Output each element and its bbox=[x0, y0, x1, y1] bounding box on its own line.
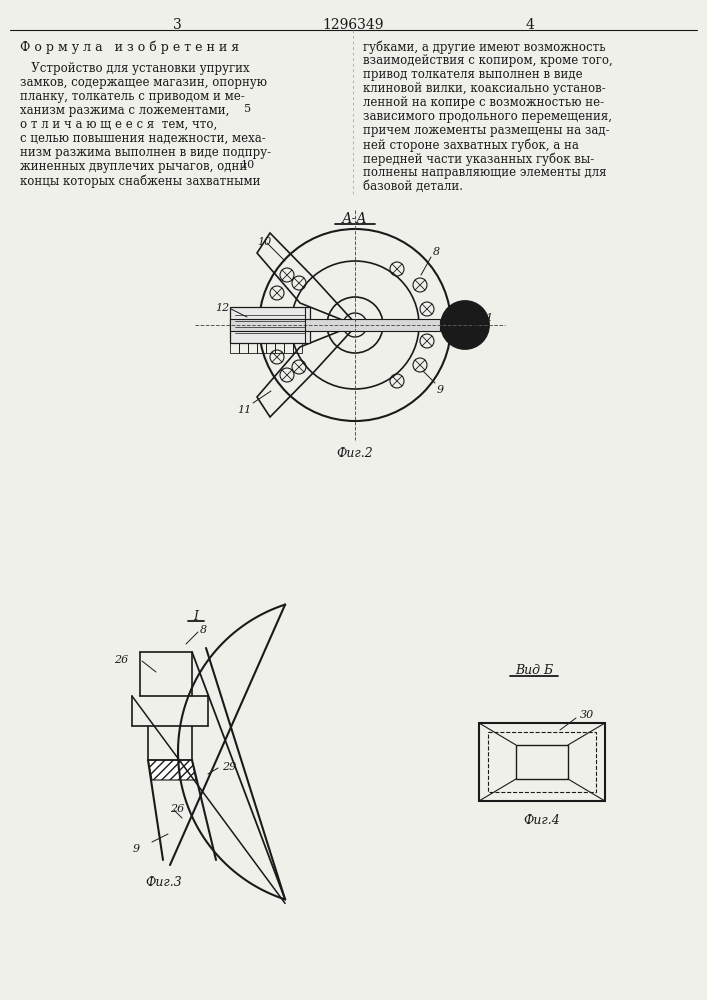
Text: о т л и ч а ю щ е е с я  тем, что,: о т л и ч а ю щ е е с я тем, что, bbox=[20, 118, 217, 131]
Text: 10: 10 bbox=[257, 237, 271, 247]
Text: 10: 10 bbox=[241, 160, 255, 170]
Text: Ф о р м у л а   и з о б р е т е н и я: Ф о р м у л а и з о б р е т е н и я bbox=[20, 40, 239, 53]
Text: 9: 9 bbox=[437, 385, 444, 395]
Text: ленной на копире с возможностью не-: ленной на копире с возможностью не- bbox=[363, 96, 604, 109]
Bar bbox=[257, 343, 266, 353]
Text: 4: 4 bbox=[525, 18, 534, 32]
Text: губками, а другие имеют возможность: губками, а другие имеют возможность bbox=[363, 40, 606, 53]
Text: 8: 8 bbox=[200, 625, 207, 635]
Text: 26: 26 bbox=[114, 655, 128, 665]
Text: ней стороне захватных губок, а на: ней стороне захватных губок, а на bbox=[363, 138, 579, 151]
Bar bbox=[230, 307, 310, 343]
Bar bbox=[516, 745, 568, 779]
Bar bbox=[479, 723, 605, 801]
Text: замков, содержащее магазин, опорную: замков, содержащее магазин, опорную bbox=[20, 76, 267, 89]
Text: причем ложементы размещены на зад-: причем ложементы размещены на зад- bbox=[363, 124, 609, 137]
Text: 9: 9 bbox=[133, 844, 140, 854]
Text: 8: 8 bbox=[433, 247, 440, 257]
Text: 5: 5 bbox=[245, 104, 252, 114]
Bar bbox=[284, 343, 293, 353]
Circle shape bbox=[351, 321, 359, 329]
Text: клиновой вилки, коаксиально установ-: клиновой вилки, коаксиально установ- bbox=[363, 82, 606, 95]
Bar bbox=[266, 343, 275, 353]
Text: ханизм разжима с ложементами,: ханизм разжима с ложементами, bbox=[20, 104, 229, 117]
Text: I: I bbox=[194, 610, 199, 623]
Bar bbox=[239, 343, 248, 353]
Text: 26: 26 bbox=[170, 804, 185, 814]
Text: 1: 1 bbox=[485, 313, 492, 323]
Text: жиненных двуплечих рычагов, одни: жиненных двуплечих рычагов, одни bbox=[20, 160, 247, 173]
Text: Фиг.4: Фиг.4 bbox=[524, 814, 561, 827]
Text: А-А: А-А bbox=[342, 212, 368, 226]
Text: передней части указанных губок вы-: передней части указанных губок вы- bbox=[363, 152, 595, 165]
Text: привод толкателя выполнен в виде: привод толкателя выполнен в виде bbox=[363, 68, 583, 81]
Text: 3: 3 bbox=[173, 18, 182, 32]
Text: взаимодействия с копиром, кроме того,: взаимодействия с копиром, кроме того, bbox=[363, 54, 613, 67]
Text: планку, толкатель с приводом и ме-: планку, толкатель с приводом и ме- bbox=[20, 90, 245, 103]
Text: Фиг.3: Фиг.3 bbox=[146, 876, 182, 889]
Text: 12: 12 bbox=[215, 303, 229, 313]
Bar bbox=[488, 732, 596, 792]
Text: Фиг.2: Фиг.2 bbox=[337, 447, 373, 460]
Bar bbox=[293, 343, 302, 353]
Circle shape bbox=[441, 301, 489, 349]
Text: концы которых снабжены захватными: концы которых снабжены захватными bbox=[20, 174, 260, 188]
Bar bbox=[248, 343, 257, 353]
Text: 1296349: 1296349 bbox=[322, 18, 384, 32]
Text: зависимого продольного перемещения,: зависимого продольного перемещения, bbox=[363, 110, 612, 123]
Text: полнены направляющие элементы для: полнены направляющие элементы для bbox=[363, 166, 607, 179]
Text: 29: 29 bbox=[222, 762, 236, 772]
Text: Устройство для установки упругих: Устройство для установки упругих bbox=[20, 62, 250, 75]
Text: низм разжима выполнен в виде подпру-: низм разжима выполнен в виде подпру- bbox=[20, 146, 271, 159]
Bar bbox=[230, 319, 440, 331]
Text: с целью повышения надежности, меха-: с целью повышения надежности, меха- bbox=[20, 132, 266, 145]
Bar bbox=[230, 343, 239, 353]
Text: Вид Б: Вид Б bbox=[515, 664, 553, 677]
Polygon shape bbox=[148, 760, 196, 780]
Text: 30: 30 bbox=[580, 710, 595, 720]
Text: базовой детали.: базовой детали. bbox=[363, 180, 463, 193]
Text: 11: 11 bbox=[237, 405, 251, 415]
Bar bbox=[275, 343, 284, 353]
